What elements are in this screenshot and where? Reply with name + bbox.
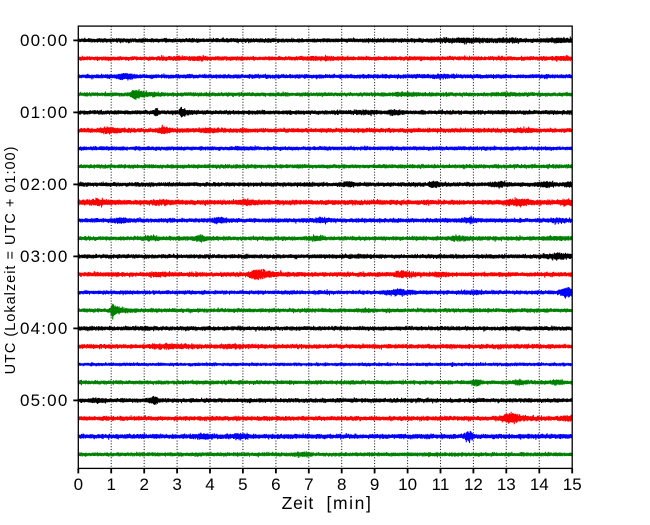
svg-text:05:00: 05:00 (20, 391, 69, 410)
svg-text:2: 2 (139, 475, 148, 494)
svg-text:[min]: [min] (327, 493, 373, 513)
svg-text:14: 14 (530, 475, 549, 494)
svg-text:Zeit: Zeit (282, 493, 314, 513)
svg-text:12: 12 (464, 475, 483, 494)
svg-text:3: 3 (172, 475, 181, 494)
svg-text:UTC (Lokalzeit = UTC + 01:00): UTC (Lokalzeit = UTC + 01:00) (3, 146, 19, 375)
svg-text:5: 5 (238, 475, 247, 494)
svg-text:00:00: 00:00 (20, 31, 69, 50)
svg-text:13: 13 (497, 475, 516, 494)
svg-text:11: 11 (432, 475, 450, 494)
svg-text:8: 8 (337, 475, 346, 494)
svg-text:6: 6 (271, 475, 280, 494)
svg-text:02:00: 02:00 (20, 175, 69, 194)
svg-text:0: 0 (74, 475, 83, 494)
svg-text:1: 1 (106, 475, 115, 494)
svg-text:7: 7 (304, 475, 313, 494)
svg-text:10: 10 (398, 475, 417, 494)
svg-text:01:00: 01:00 (20, 103, 69, 122)
svg-text:9: 9 (370, 475, 379, 494)
svg-text:03:00: 03:00 (20, 247, 69, 266)
svg-text:15: 15 (563, 475, 582, 494)
svg-text:04:00: 04:00 (20, 319, 69, 338)
svg-text:4: 4 (205, 475, 214, 494)
